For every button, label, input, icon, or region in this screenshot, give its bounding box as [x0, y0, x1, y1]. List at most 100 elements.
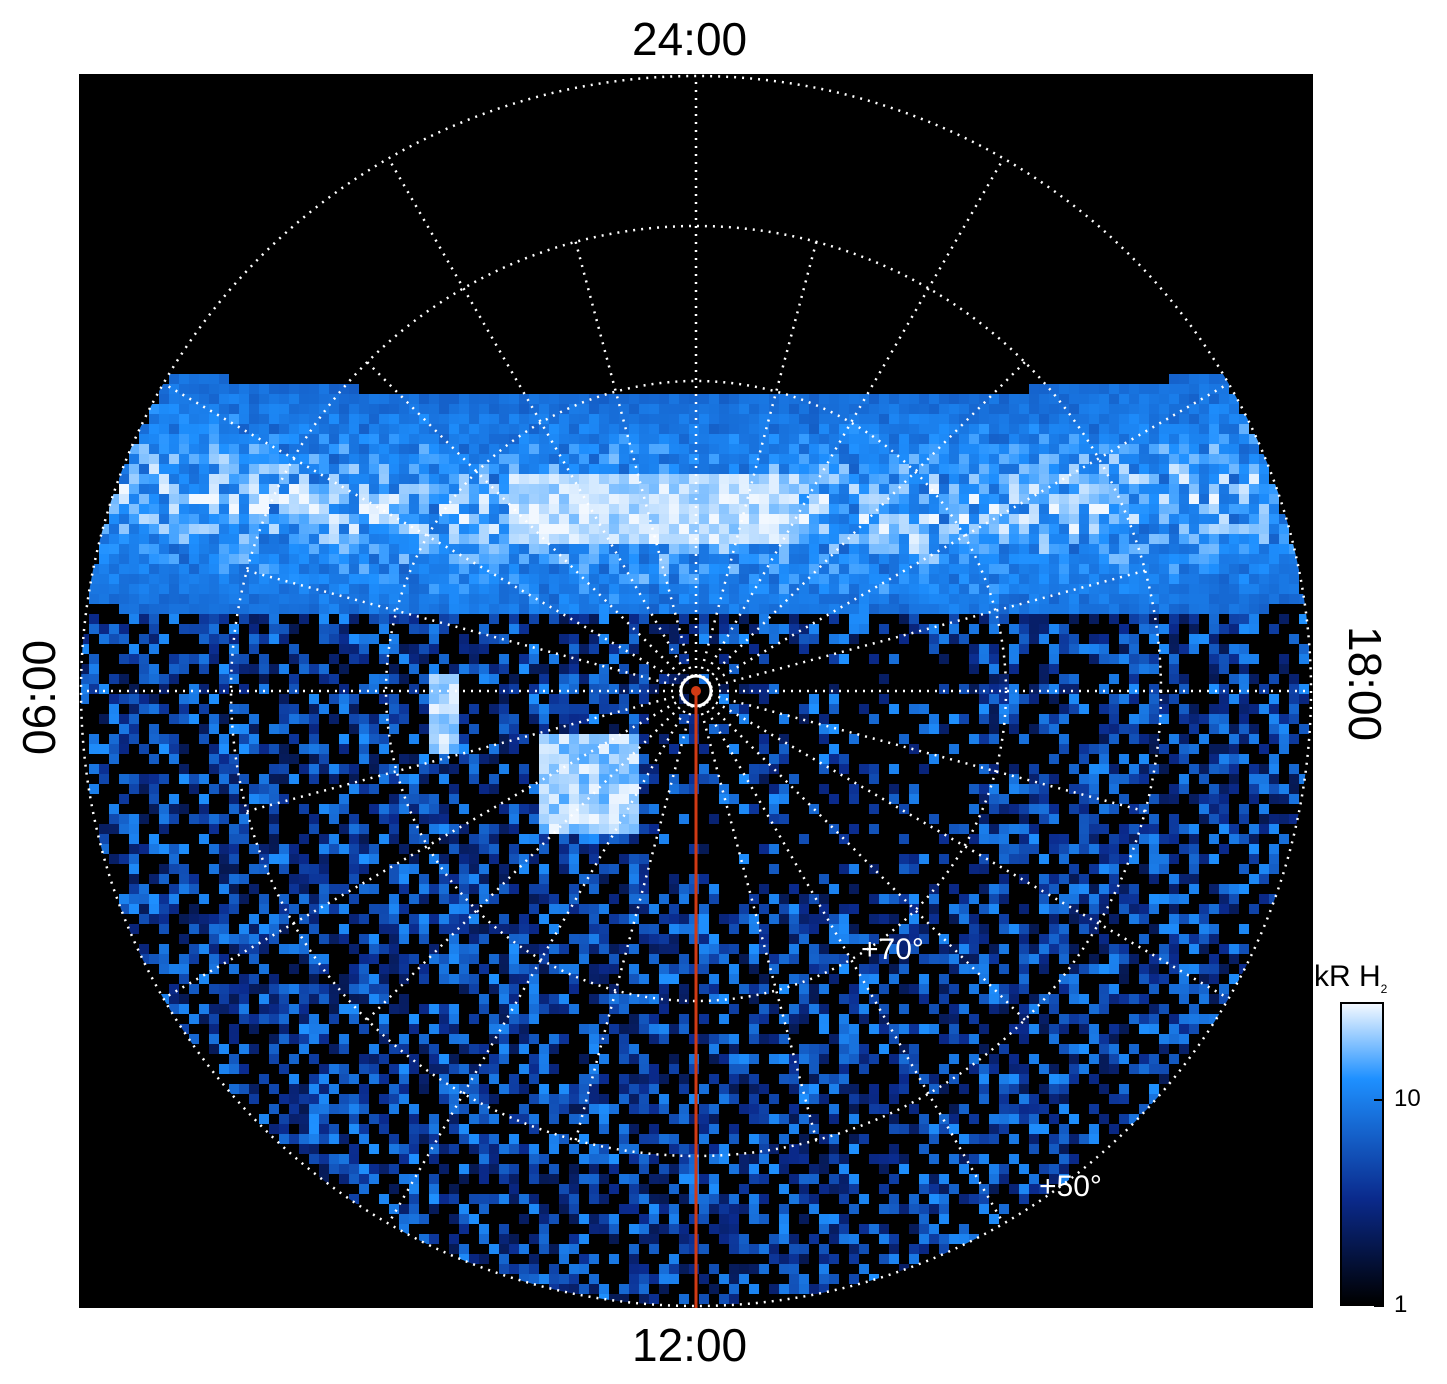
- emission-cell: [229, 624, 239, 634]
- emission-cell: [689, 454, 699, 464]
- emission-cell: [289, 904, 299, 914]
- emission-cell: [1259, 704, 1269, 714]
- emission-cell: [599, 824, 609, 834]
- emission-cell: [1239, 804, 1249, 814]
- emission-cell: [299, 564, 309, 574]
- emission-cell: [589, 544, 599, 554]
- emission-cell: [989, 764, 999, 774]
- emission-cell: [839, 504, 849, 514]
- emission-cell: [549, 594, 559, 604]
- emission-cell: [849, 594, 859, 604]
- emission-cell: [569, 454, 579, 464]
- emission-cell: [739, 704, 749, 714]
- emission-cell: [1259, 554, 1269, 564]
- emission-cell: [499, 584, 509, 594]
- emission-cell: [839, 464, 849, 474]
- emission-cell: [1259, 814, 1269, 824]
- emission-cell: [689, 434, 699, 444]
- emission-cell: [979, 764, 989, 774]
- emission-cell: [589, 524, 599, 534]
- emission-cell: [439, 894, 449, 904]
- emission-cell: [159, 494, 169, 504]
- emission-cell: [379, 944, 389, 954]
- emission-cell: [639, 994, 649, 1004]
- emission-cell: [949, 604, 959, 614]
- emission-cell: [689, 964, 699, 974]
- emission-cell: [479, 674, 489, 684]
- emission-cell: [969, 454, 979, 464]
- emission-cell: [1049, 584, 1059, 594]
- emission-cell: [939, 484, 949, 494]
- emission-cell: [809, 924, 819, 934]
- emission-cell: [89, 684, 99, 694]
- emission-cell: [589, 964, 599, 974]
- emission-cell: [899, 854, 909, 864]
- emission-cell: [459, 884, 469, 894]
- emission-cell: [809, 944, 819, 954]
- emission-cell: [599, 414, 609, 424]
- emission-cell: [139, 704, 149, 714]
- emission-cell: [1019, 964, 1029, 974]
- emission-cell: [1109, 484, 1119, 494]
- emission-cell: [319, 614, 329, 624]
- emission-cell: [259, 484, 269, 494]
- emission-cell: [119, 484, 129, 494]
- emission-cell: [1139, 934, 1149, 944]
- emission-cell: [1169, 594, 1179, 604]
- emission-cell: [519, 734, 529, 744]
- emission-cell: [219, 754, 229, 764]
- emission-cell: [449, 684, 459, 694]
- emission-cell: [639, 734, 649, 744]
- emission-cell: [559, 744, 569, 754]
- emission-cell: [429, 454, 439, 464]
- emission-cell: [1229, 754, 1239, 764]
- emission-cell: [159, 844, 169, 854]
- emission-cell: [899, 394, 909, 404]
- emission-cell: [709, 634, 719, 644]
- emission-cell: [279, 634, 289, 644]
- emission-cell: [1069, 564, 1079, 574]
- emission-cell: [559, 964, 569, 974]
- emission-cell: [779, 574, 789, 584]
- emission-cell: [949, 614, 959, 624]
- emission-cell: [409, 914, 419, 924]
- emission-cell: [99, 774, 109, 784]
- emission-cell: [179, 774, 189, 784]
- emission-cell: [809, 454, 819, 464]
- emission-cell: [189, 464, 199, 474]
- emission-cell: [209, 954, 219, 964]
- emission-cell: [159, 544, 169, 554]
- emission-cell: [1259, 534, 1269, 544]
- emission-cell: [1209, 804, 1219, 814]
- emission-cell: [99, 624, 109, 634]
- emission-cell: [759, 574, 769, 584]
- emission-cell: [899, 504, 909, 514]
- emission-cell: [169, 384, 179, 394]
- emission-cell: [889, 394, 899, 404]
- emission-cell: [449, 504, 459, 514]
- emission-cell: [639, 884, 649, 894]
- emission-cell: [779, 794, 789, 804]
- emission-cell: [519, 764, 529, 774]
- emission-cell: [399, 554, 409, 564]
- emission-cell: [569, 574, 579, 584]
- emission-cell: [929, 454, 939, 464]
- emission-cell: [249, 644, 259, 654]
- emission-cell: [739, 954, 749, 964]
- emission-cell: [429, 524, 439, 534]
- emission-cell: [1249, 654, 1259, 664]
- emission-cell: [909, 854, 919, 864]
- emission-cell: [609, 554, 619, 564]
- emission-cell: [569, 404, 579, 414]
- emission-cell: [1239, 464, 1249, 474]
- emission-cell: [399, 954, 409, 964]
- emission-cell: [839, 764, 849, 774]
- emission-cell: [359, 884, 369, 894]
- emission-cell: [1129, 954, 1139, 964]
- emission-cell: [719, 564, 729, 574]
- emission-cell: [759, 924, 769, 934]
- emission-cell: [689, 514, 699, 524]
- emission-cell: [719, 574, 729, 584]
- emission-cell: [219, 714, 229, 724]
- emission-cell: [969, 534, 979, 544]
